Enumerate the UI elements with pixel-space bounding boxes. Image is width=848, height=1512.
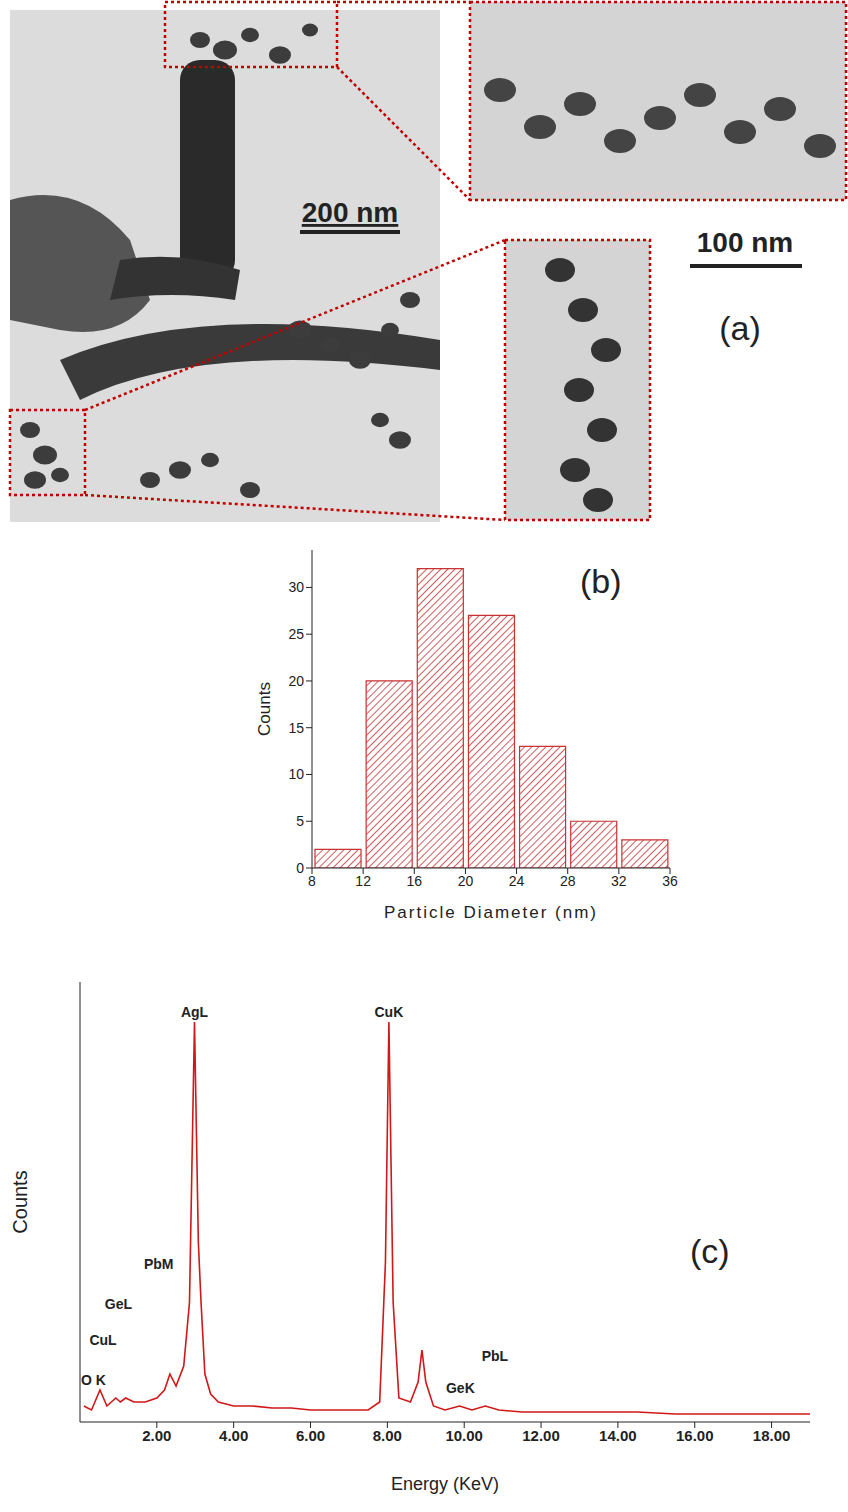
svg-text:0: 0 xyxy=(296,860,304,876)
svg-text:10.00: 10.00 xyxy=(445,1427,483,1444)
svg-text:25: 25 xyxy=(288,626,304,642)
svg-text:32: 32 xyxy=(611,873,627,889)
svg-text:CuK: CuK xyxy=(375,1004,404,1020)
html-text:(b): (b) xyxy=(580,562,622,600)
svg-text:36: 36 xyxy=(662,873,678,889)
svg-text:Particle Diameter (nm): Particle Diameter (nm) xyxy=(384,903,598,922)
svg-text:28: 28 xyxy=(560,873,576,889)
svg-text:18.00: 18.00 xyxy=(753,1427,791,1444)
svg-text:16.00: 16.00 xyxy=(676,1427,714,1444)
svg-text:8.00: 8.00 xyxy=(373,1427,402,1444)
svg-text:4.00: 4.00 xyxy=(219,1427,248,1444)
svg-text:10: 10 xyxy=(288,766,304,782)
svg-text:30: 30 xyxy=(288,579,304,595)
svg-text:O K: O K xyxy=(81,1372,106,1388)
svg-text:Counts: Counts xyxy=(255,682,274,736)
svg-text:AgL: AgL xyxy=(181,1004,209,1020)
svg-text:15: 15 xyxy=(288,720,304,736)
svg-text:2.00: 2.00 xyxy=(142,1427,171,1444)
svg-text:16: 16 xyxy=(406,873,422,889)
svg-text:20: 20 xyxy=(458,873,474,889)
svg-text:CuL: CuL xyxy=(89,1332,117,1348)
svg-text:Counts: Counts xyxy=(9,1170,31,1233)
svg-text:12: 12 xyxy=(355,873,371,889)
svg-text:24: 24 xyxy=(509,873,525,889)
svg-text:6.00: 6.00 xyxy=(296,1427,325,1444)
svg-text:PbM: PbM xyxy=(144,1256,174,1272)
svg-text:GeK: GeK xyxy=(446,1380,475,1396)
svg-text:GeL: GeL xyxy=(105,1296,133,1312)
svg-text:5: 5 xyxy=(296,813,304,829)
svg-text:20: 20 xyxy=(288,673,304,689)
svg-text:12.00: 12.00 xyxy=(522,1427,560,1444)
svg-text:(a): (a) xyxy=(719,309,761,347)
svg-text:100 nm: 100 nm xyxy=(697,227,794,258)
svg-text:14.00: 14.00 xyxy=(599,1427,637,1444)
html-text:(c): (c) xyxy=(690,1232,730,1270)
svg-text:PbL: PbL xyxy=(482,1348,509,1364)
svg-text:Energy (KeV): Energy (KeV) xyxy=(391,1474,499,1494)
svg-text:200 nm: 200 nm xyxy=(302,197,399,228)
svg-text:8: 8 xyxy=(308,873,316,889)
